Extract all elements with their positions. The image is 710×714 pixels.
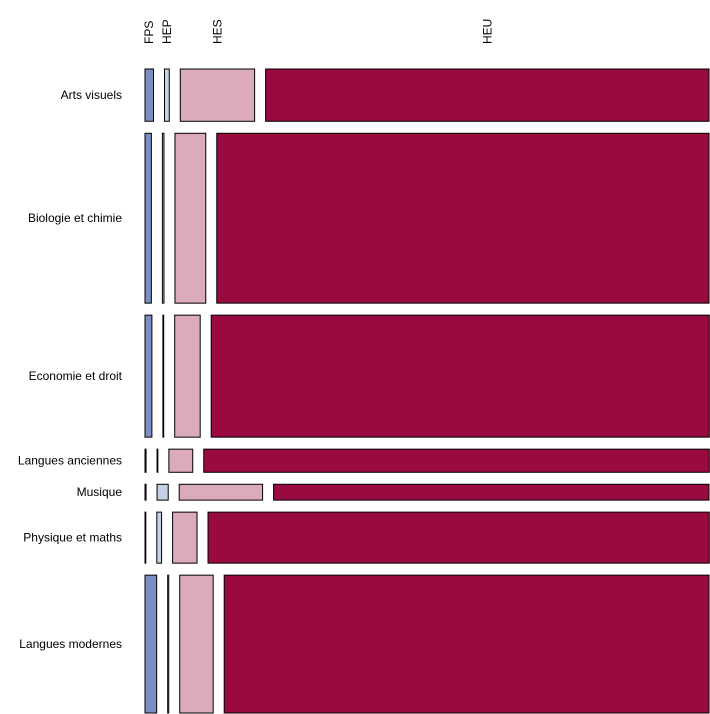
row-label: Langues anciennes	[18, 454, 122, 468]
mosaic-tile	[144, 68, 154, 122]
column-label: FPS	[142, 21, 156, 44]
row-label: Physique et maths	[23, 531, 122, 545]
mosaic-tile	[207, 511, 710, 564]
mosaic-tile	[162, 314, 165, 438]
mosaic-tile	[210, 314, 710, 438]
mosaic-tile	[174, 132, 207, 304]
mosaic-tile	[144, 314, 153, 438]
row-label: Biologie et chimie	[28, 211, 122, 225]
mosaic-tile	[273, 483, 710, 501]
mosaic-tile	[167, 574, 170, 714]
mosaic-tile	[168, 448, 194, 473]
mosaic-tile	[265, 68, 710, 122]
row-label: Arts visuels	[61, 88, 122, 102]
mosaic-tile	[156, 511, 163, 564]
mosaic-tile	[179, 68, 256, 122]
mosaic-tile	[174, 314, 201, 438]
mosaic-tile	[203, 448, 710, 473]
mosaic-tile	[156, 448, 159, 473]
mosaic-tile	[164, 68, 170, 122]
mosaic-tile	[144, 483, 147, 501]
mosaic-tile	[144, 132, 152, 304]
mosaic-tile	[179, 574, 214, 714]
row-label: Musique	[77, 485, 123, 499]
mosaic-tile	[144, 574, 158, 714]
mosaic-tile	[156, 483, 169, 501]
mosaic-tile	[216, 132, 710, 304]
mosaic-tile	[161, 132, 165, 304]
column-label: HEU	[480, 19, 494, 44]
mosaic-tile	[144, 448, 147, 473]
mosaic-tile	[144, 511, 147, 564]
column-label: HES	[210, 19, 224, 44]
row-label: Economie et droit	[29, 369, 123, 383]
column-label: HEP	[160, 19, 174, 44]
mosaic-tile	[178, 483, 264, 501]
row-label: Langues modernes	[19, 637, 122, 651]
mosaic-tile	[172, 511, 198, 564]
mosaic-tile	[223, 574, 710, 714]
